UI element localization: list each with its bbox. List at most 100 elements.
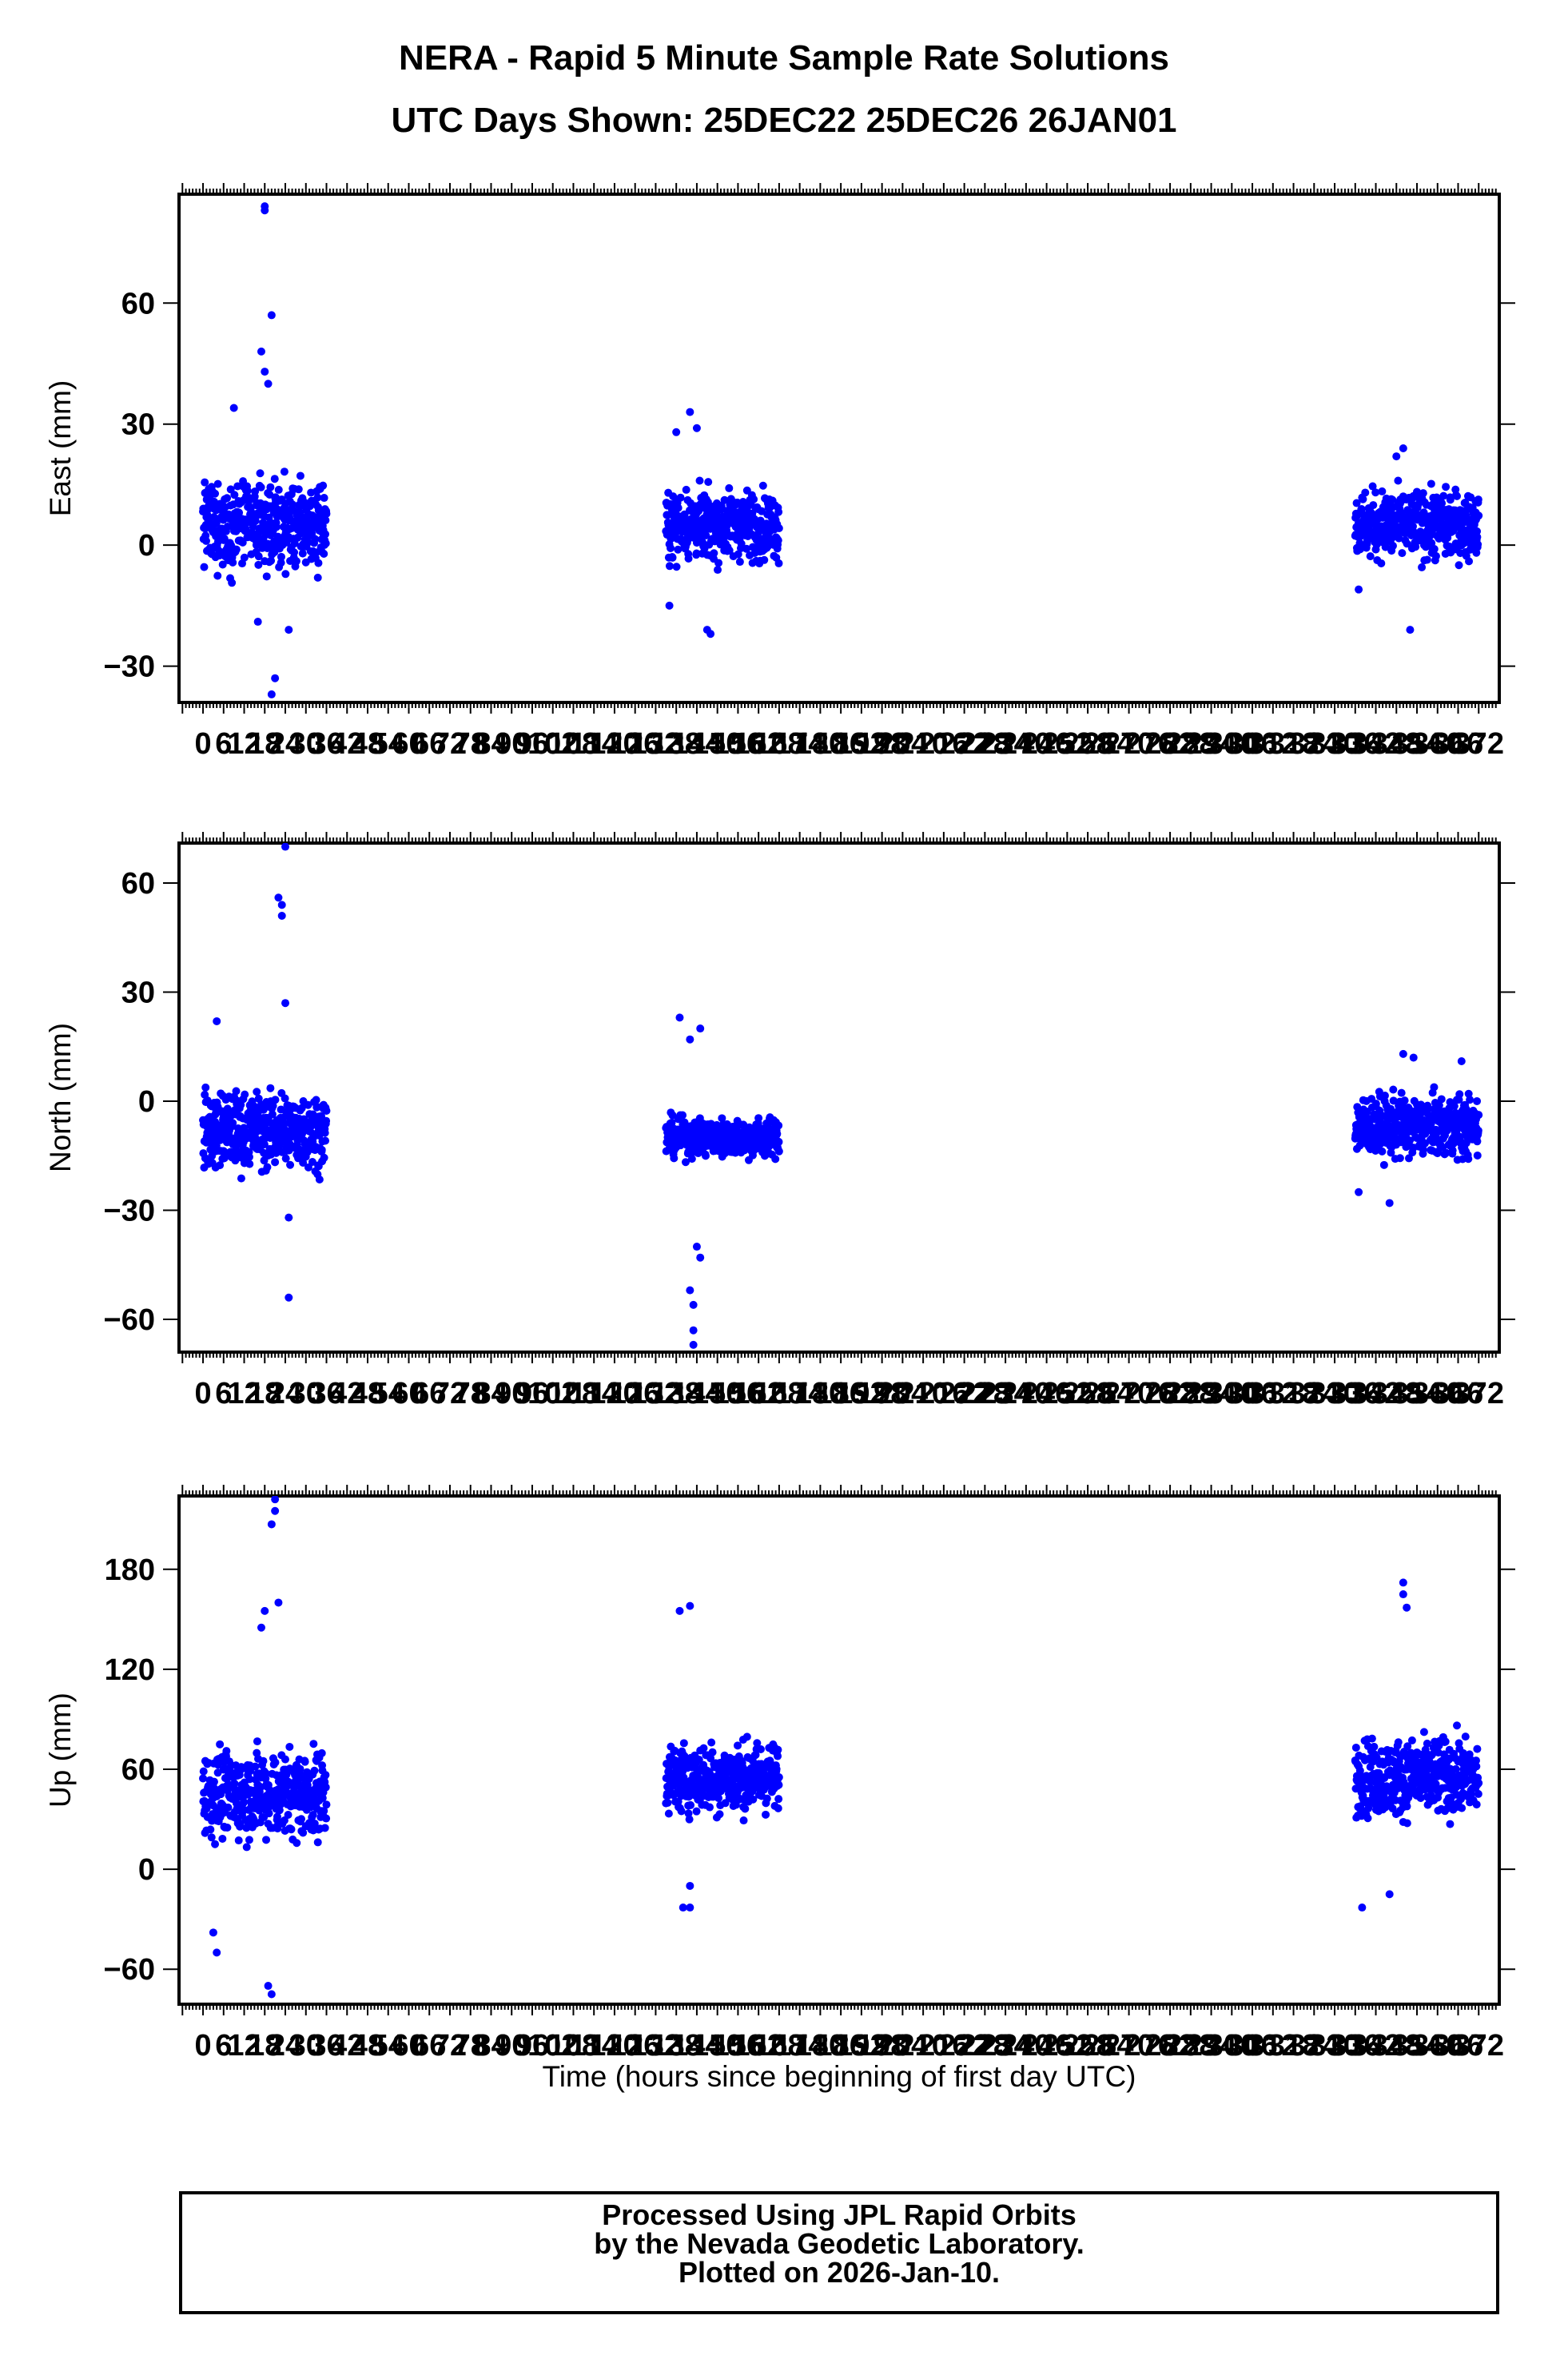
- data-point: [1371, 1100, 1380, 1108]
- data-point: [254, 552, 263, 561]
- x-tick-label: 168: [754, 727, 804, 761]
- data-point: [1474, 1111, 1483, 1120]
- data-point-outlier: [1409, 1053, 1418, 1062]
- x-tick-label: 366: [1433, 1377, 1483, 1410]
- data-point: [725, 546, 734, 555]
- data-point: [321, 516, 330, 525]
- x-tick-label: 30: [289, 1377, 323, 1410]
- data-point: [216, 1161, 225, 1170]
- x-tick-label: 300: [1207, 1377, 1257, 1410]
- x-tick-label: 24: [269, 727, 302, 761]
- x-tick-label: 114: [570, 1377, 619, 1410]
- data-point: [232, 545, 241, 554]
- data-point-outlier: [277, 912, 286, 920]
- data-point: [1473, 533, 1482, 542]
- x-tick-label: 12: [227, 1377, 261, 1410]
- data-point-outlier: [261, 368, 269, 376]
- x-tick-label: 18: [248, 1377, 281, 1410]
- data-point: [237, 1174, 245, 1183]
- data-point: [1389, 1096, 1398, 1105]
- data-point: [209, 512, 218, 521]
- data-point: [286, 1160, 295, 1169]
- x-tick-label: 228: [960, 1377, 1010, 1410]
- data-point: [687, 1155, 696, 1164]
- x-tick-label: 264: [1083, 727, 1133, 761]
- data-point: [223, 494, 232, 503]
- data-point: [1395, 534, 1403, 543]
- data-point: [290, 548, 299, 557]
- data-point: [292, 557, 300, 566]
- x-tick-label: 120: [589, 727, 639, 761]
- x-tick-label: 306: [1227, 1377, 1277, 1410]
- data-point: [320, 1128, 329, 1137]
- data-point-outlier: [1392, 452, 1401, 461]
- x-tick-label: 180: [795, 1377, 846, 1410]
- data-point: [220, 535, 229, 543]
- x-tick-label: 42: [330, 727, 364, 761]
- data-point: [294, 485, 303, 494]
- data-point: [1378, 1147, 1387, 1156]
- data-point: [737, 539, 746, 548]
- x-tick-label: 48: [351, 1377, 384, 1410]
- data-point: [228, 579, 237, 587]
- data-point: [1439, 491, 1448, 500]
- data-point: [200, 563, 209, 571]
- x-tick-label: 306: [1227, 727, 1277, 761]
- data-point-outlier: [274, 893, 283, 902]
- data-point-outlier: [1355, 585, 1363, 594]
- x-tick-label: 0: [194, 1377, 211, 1410]
- data-point: [1464, 1155, 1473, 1164]
- data-point: [714, 559, 723, 567]
- x-tick-label: 162: [733, 727, 783, 761]
- up-panel: 0 612182430364248546066727884909610210811…: [44, 1485, 1515, 2063]
- data-point: [277, 552, 285, 561]
- data-point: [1474, 540, 1482, 549]
- data-point: [201, 536, 210, 545]
- x-tick-label: 126: [610, 727, 660, 761]
- data-point: [266, 483, 275, 491]
- plot-frame: [177, 841, 1501, 1354]
- x-tick-label: 48: [351, 727, 384, 761]
- data-point: [1423, 1104, 1432, 1113]
- x-tick-label: 318: [1268, 727, 1319, 761]
- data-point: [1419, 489, 1427, 498]
- x-tick-label: 324: [1289, 727, 1339, 761]
- y-tick-label: 0: [138, 1085, 155, 1119]
- x-tick-label: 234: [980, 727, 1030, 761]
- data-point: [714, 566, 722, 575]
- east-panel: 0 612182430364248546066727884909610210811…: [44, 183, 1515, 761]
- y-axis-label: North (mm): [44, 1023, 77, 1172]
- data-point: [774, 507, 783, 516]
- data-point: [245, 1152, 253, 1161]
- data-point: [232, 1087, 241, 1096]
- x-tick-label: 78: [454, 727, 488, 761]
- x-tick-label: 348: [1371, 727, 1422, 761]
- x-tick-label: 174: [774, 1377, 825, 1410]
- data-point-outlier: [281, 843, 290, 851]
- data-point: [1388, 542, 1397, 551]
- x-tick-label: 198: [857, 1377, 907, 1410]
- data-point: [674, 503, 683, 512]
- data-point: [1380, 1092, 1389, 1100]
- x-tick-label: 216: [918, 727, 969, 761]
- data-point: [760, 555, 769, 564]
- data-point: [270, 475, 279, 483]
- data-point: [725, 483, 734, 492]
- data-point: [702, 531, 710, 540]
- data-point: [322, 1107, 331, 1116]
- x-tick-label: 258: [1062, 727, 1112, 761]
- data-point: [240, 553, 249, 562]
- data-point: [321, 530, 330, 539]
- x-tick-label: 108: [548, 1377, 599, 1410]
- x-tick-label: 0: [194, 727, 211, 761]
- x-tick-label: 222: [939, 1377, 989, 1410]
- data-point: [1394, 476, 1403, 485]
- data-point: [774, 1121, 783, 1130]
- x-tick-label: 282: [1144, 727, 1195, 761]
- x-tick-label: 132: [631, 727, 681, 761]
- data-point: [1352, 499, 1361, 507]
- data-point: [1359, 495, 1367, 503]
- data-point: [1438, 499, 1447, 507]
- data-point: [773, 1129, 782, 1138]
- data-point: [758, 481, 767, 490]
